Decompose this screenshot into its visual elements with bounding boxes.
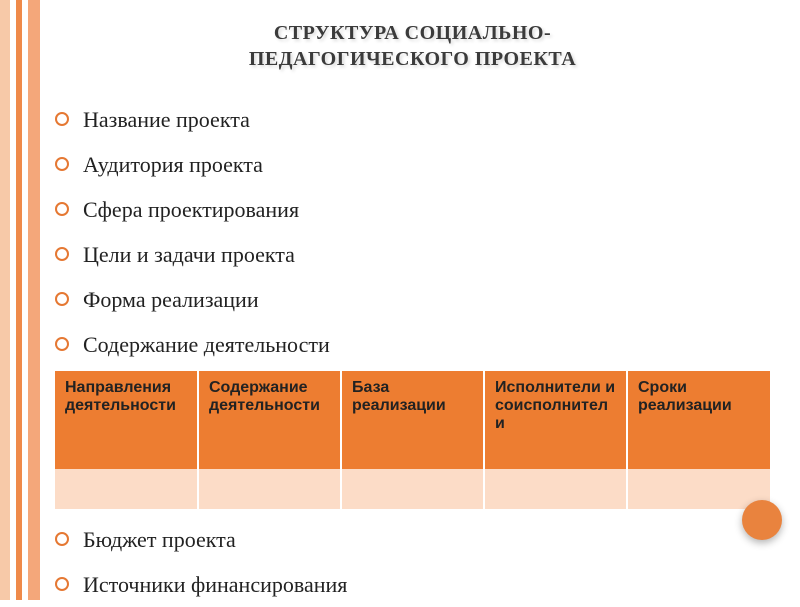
title-line-1: СТРУКТУРА СОЦИАЛЬНО- <box>274 22 551 44</box>
table-cell <box>55 469 198 509</box>
table-cell <box>627 469 770 509</box>
table-cell <box>484 469 627 509</box>
structure-table: Направления деятельности Содержание деят… <box>55 371 770 509</box>
table-header-cell: Направления деятельности <box>55 371 198 469</box>
list-item: Цели и задачи проекта <box>55 232 770 277</box>
table-cell <box>198 469 341 509</box>
list-item: Форма реализации <box>55 277 770 322</box>
table-header-row: Направления деятельности Содержание деят… <box>55 371 770 469</box>
list-item: Содержание деятельности <box>55 322 770 367</box>
side-decoration <box>0 0 40 600</box>
list-item: Название проекта <box>55 97 770 142</box>
table-row <box>55 469 770 509</box>
table-header-cell: Исполнители и соисполнители <box>484 371 627 469</box>
table-header-cell: Содержание деятельности <box>198 371 341 469</box>
title-line-2: ПЕДАГОГИЧЕСКОГО ПРОЕКТА <box>249 48 576 70</box>
bullet-list-bottom: Бюджет проекта Источники финансирования <box>55 517 770 607</box>
list-item: Бюджет проекта <box>55 517 770 562</box>
table-cell <box>341 469 484 509</box>
next-slide-button[interactable] <box>742 500 782 540</box>
table-header-cell: База реализации <box>341 371 484 469</box>
list-item: Сфера проектирования <box>55 187 770 232</box>
list-item: Аудитория проекта <box>55 142 770 187</box>
slide-title: СТРУКТУРА СОЦИАЛЬНО- ПЕДАГОГИЧЕСКОГО ПРО… <box>95 20 730 72</box>
table-header-cell: Сроки реализации <box>627 371 770 469</box>
bullet-list-top: Название проекта Аудитория проекта Сфера… <box>55 97 770 367</box>
list-item: Источники финансирования <box>55 562 770 607</box>
slide-content: СТРУКТУРА СОЦИАЛЬНО- ПЕДАГОГИЧЕСКОГО ПРО… <box>55 20 770 607</box>
